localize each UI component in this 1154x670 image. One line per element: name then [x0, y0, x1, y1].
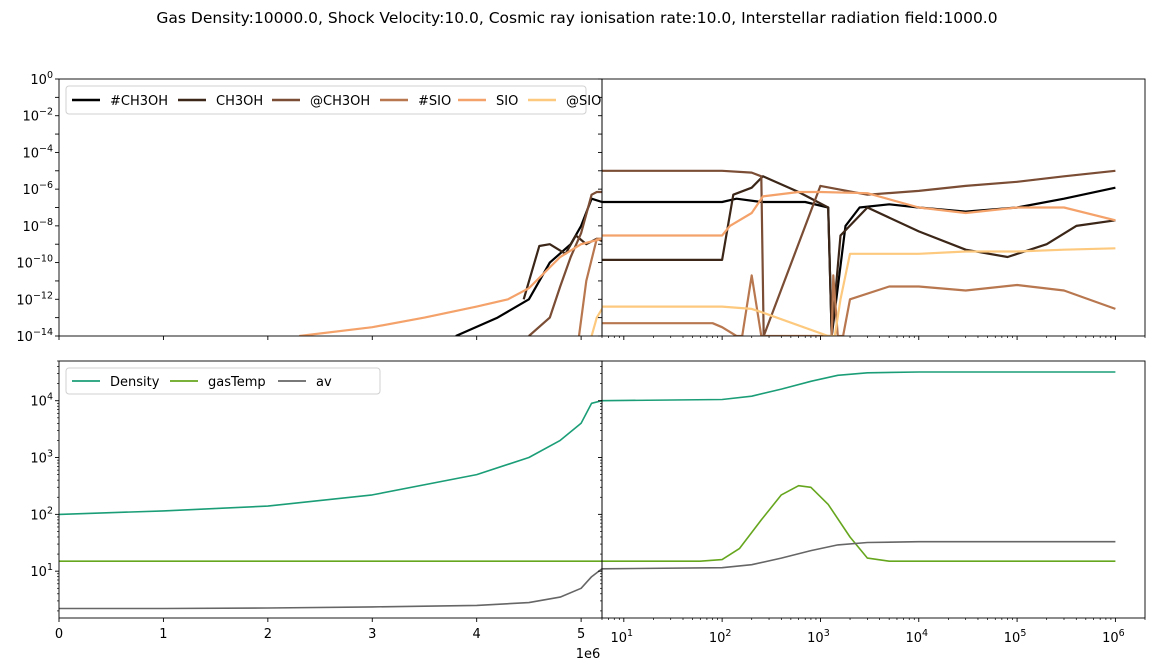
y-tick-label: 103	[30, 449, 53, 467]
legend-entry: @SIO	[566, 94, 601, 109]
legend-entry: gasTemp	[208, 375, 266, 390]
x-tick-label: 0	[55, 627, 63, 642]
x-tick-label: 105	[1004, 628, 1027, 646]
series-line-density	[602, 371, 1116, 402]
x-tick-label: 102	[709, 628, 732, 646]
x-tick-label: 106	[1102, 628, 1125, 646]
legend-entry: av	[316, 375, 332, 390]
y-tick-label: 10−8	[22, 217, 53, 235]
y-tick-label: 104	[30, 392, 53, 410]
x-tick-label: 3	[368, 627, 376, 642]
series-group	[602, 371, 1116, 570]
series-line-ch3oh	[602, 186, 1116, 336]
series-line-gastemp	[602, 484, 1116, 562]
y-tick-label: 10−2	[22, 107, 53, 125]
figure-title: Gas Density:10000.0, Shock Velocity:10.0…	[156, 9, 997, 27]
panel-bottom-left: 101 102 103 104 0 1 2 3 4 5 1e6 Density gasTemp av	[30, 360, 603, 662]
axes-frame	[601, 360, 1146, 619]
legend-entry: SIO	[496, 94, 518, 109]
series-group	[299, 190, 602, 336]
series-line-sio	[577, 237, 602, 336]
legend-entry: CH3OH	[216, 94, 263, 109]
series-line-sio	[602, 274, 1116, 336]
series-line-ch3oh	[455, 197, 602, 336]
x-tick-label: 101	[611, 628, 634, 646]
x-tick-label: 104	[905, 628, 928, 646]
panel-top-right	[598, 78, 1146, 340]
legend: Density gasTemp av	[65, 367, 381, 395]
panel-bottom-right: 101 102 103 104 105 106	[598, 360, 1146, 646]
legend-entry: Density	[110, 375, 160, 390]
series-line-av	[602, 540, 1116, 570]
y-tick-label: 10−6	[22, 180, 53, 198]
plot-layer: 10−14 10−12 10−10 10−8 10−6 10−4 10−2 100 #CH3OH…	[16, 70, 1146, 662]
axes-frame	[58, 360, 603, 619]
y-tick-label: 10−14	[16, 327, 53, 345]
series-line-ch3oh	[602, 175, 1116, 336]
panel-top-left: 10−14 10−12 10−10 10−8 10−6 10−4 10−2 100 #CH3OH…	[16, 70, 603, 345]
series-line-av	[59, 568, 602, 610]
y-tick-label: 102	[30, 505, 53, 523]
y-tick-label: 10−10	[16, 254, 53, 272]
series-group	[59, 399, 602, 610]
series-line-ch3oh	[602, 169, 1116, 336]
legend-box	[65, 367, 381, 395]
x-tick-label: 1	[159, 627, 167, 642]
axes-frame	[58, 78, 603, 337]
x-tick-label: 4	[473, 627, 481, 642]
series-line-sio	[602, 247, 1116, 336]
y-tick-label: 100	[30, 70, 53, 88]
series-line-sio	[590, 308, 602, 336]
series-line-density	[59, 399, 602, 516]
x-tick-label: 5	[577, 627, 585, 642]
series-line-sio	[602, 190, 1116, 237]
y-tick-label: 10−4	[22, 143, 53, 161]
y-tick-label: 101	[30, 562, 53, 580]
series-group	[602, 169, 1116, 336]
x-tick-label: 2	[264, 627, 272, 642]
series-line-ch3oh	[528, 190, 602, 336]
series-line-sio	[299, 237, 602, 336]
x-offset-label: 1e6	[576, 647, 601, 662]
legend: #CH3OH CH3OH @CH3OH #SIO SIO @SIO	[65, 85, 601, 115]
y-tick-label: 10−12	[16, 290, 53, 308]
legend-entry: @CH3OH	[310, 94, 370, 109]
legend-entry: #SIO	[418, 94, 451, 109]
x-tick-label: 103	[807, 628, 830, 646]
legend-entry: #CH3OH	[110, 94, 168, 109]
legend-box	[65, 85, 587, 115]
